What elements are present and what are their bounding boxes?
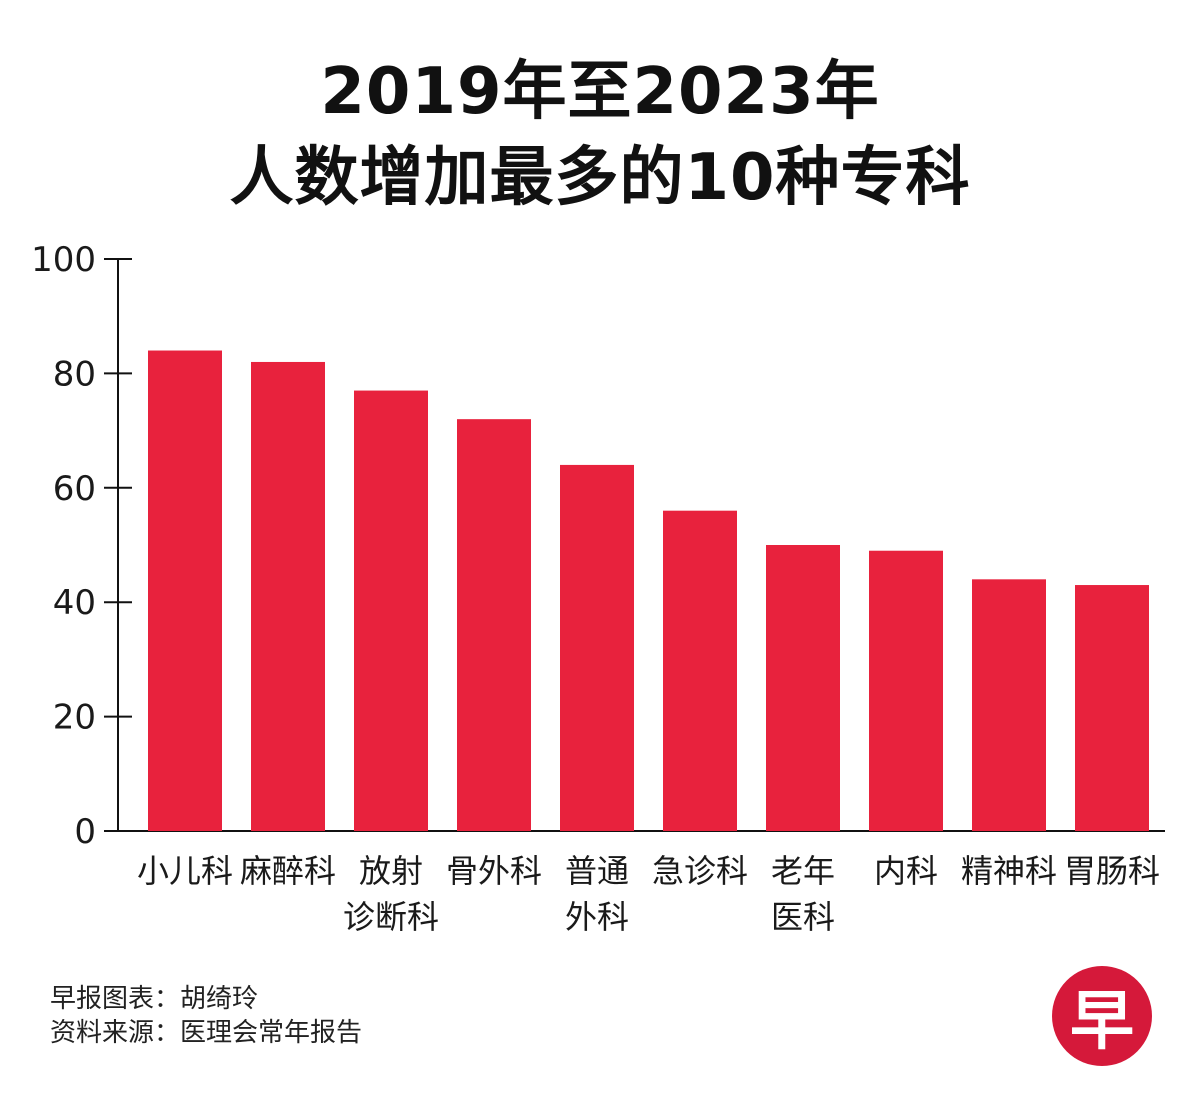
chart-title-line2: 人数增加最多的10种专科 <box>229 141 971 215</box>
bar <box>1075 585 1149 831</box>
bar <box>354 390 428 831</box>
x-category-label: 骨外科 <box>446 852 542 890</box>
x-category-label: 老年 <box>771 852 835 890</box>
data-source: 资料来源：医理会常年报告 <box>50 1018 363 1048</box>
x-category-label: 精神科 <box>961 852 1057 890</box>
y-tick-label: 80 <box>53 354 96 394</box>
bar <box>560 464 634 831</box>
y-tick-label: 40 <box>53 583 96 623</box>
y-tick-label: 100 <box>31 240 96 280</box>
y-tick-label: 20 <box>53 698 96 738</box>
bar <box>869 550 943 831</box>
bar <box>972 579 1046 831</box>
zaobao-logo: 早 <box>1052 966 1152 1066</box>
x-category-label: 外科 <box>565 898 629 936</box>
zaobao-logo-text: 早 <box>1070 985 1134 1059</box>
chart-credit: 早报图表：胡绮玲 <box>50 984 259 1014</box>
x-category-label: 麻醉科 <box>240 852 336 890</box>
x-category-label: 胃肠科 <box>1064 852 1160 890</box>
bar <box>766 545 840 831</box>
x-category-label: 医科 <box>771 898 835 936</box>
x-category-label: 诊断科 <box>343 898 439 936</box>
bar <box>148 350 222 831</box>
x-category-label: 内科 <box>874 852 938 890</box>
bar <box>457 419 531 831</box>
bar <box>251 361 325 831</box>
bar <box>663 510 737 831</box>
y-tick-label: 0 <box>74 812 96 852</box>
chart-title-line1: 2019年至2023年 <box>320 55 880 129</box>
y-tick-label: 60 <box>53 469 96 509</box>
x-category-label: 普通 <box>565 852 629 890</box>
x-category-label: 急诊科 <box>652 852 748 890</box>
x-category-label: 放射 <box>359 852 423 890</box>
bar-chart: 0 20 40 60 80 100 小儿科 麻醉科 放射诊断科骨外科 普通外科急诊科 老年医科 内科精… <box>31 240 1165 936</box>
x-category-label: 小儿科 <box>137 852 233 890</box>
